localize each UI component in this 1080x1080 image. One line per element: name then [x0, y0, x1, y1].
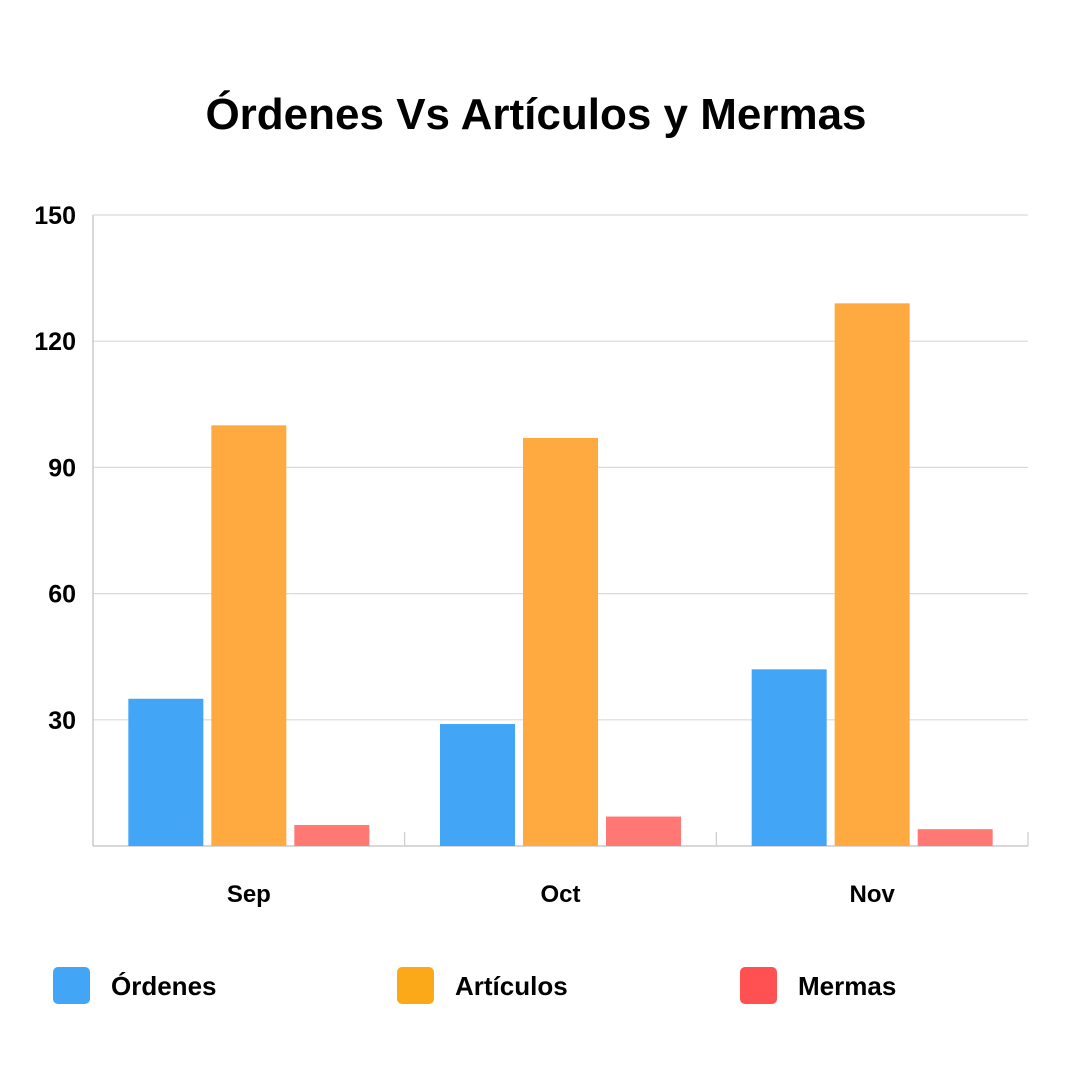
chart-title: Órdenes Vs Artículos y Mermas [205, 89, 866, 139]
y-tick-label: 90 [48, 454, 76, 482]
y-tick-label: 60 [48, 581, 76, 609]
bar-oct-1 [523, 437, 598, 846]
bar-nov-1 [834, 303, 910, 847]
x-category-label: Sep [227, 881, 271, 908]
bar-nov-0 [751, 669, 827, 846]
bar-oct-0 [440, 724, 515, 846]
y-tick-label: 30 [48, 707, 76, 735]
bar-sep-1 [211, 425, 287, 846]
x-category-label: Oct [540, 881, 580, 908]
legend-swatch [740, 967, 777, 1004]
bar-sep-0 [128, 698, 204, 846]
x-category-label: Nov [849, 881, 895, 908]
legend-label: Órdenes [111, 971, 217, 1001]
bar-nov-2 [917, 829, 993, 846]
y-tick-label: 120 [34, 328, 76, 356]
legend-swatch [397, 967, 434, 1004]
bars [128, 303, 993, 847]
legend-label: Artículos [455, 971, 568, 1001]
bar-oct-2 [606, 816, 681, 846]
y-tick-label: 150 [34, 202, 76, 230]
x-category-labels: Sep Oct Nov [227, 881, 896, 908]
legend-label: Mermas [798, 971, 896, 1001]
legend-swatch [53, 967, 90, 1004]
legend: Órdenes Artículos Mermas [53, 967, 896, 1004]
bar-sep-2 [294, 824, 370, 846]
y-tick-labels: 30 60 90 120 150 [34, 202, 76, 735]
